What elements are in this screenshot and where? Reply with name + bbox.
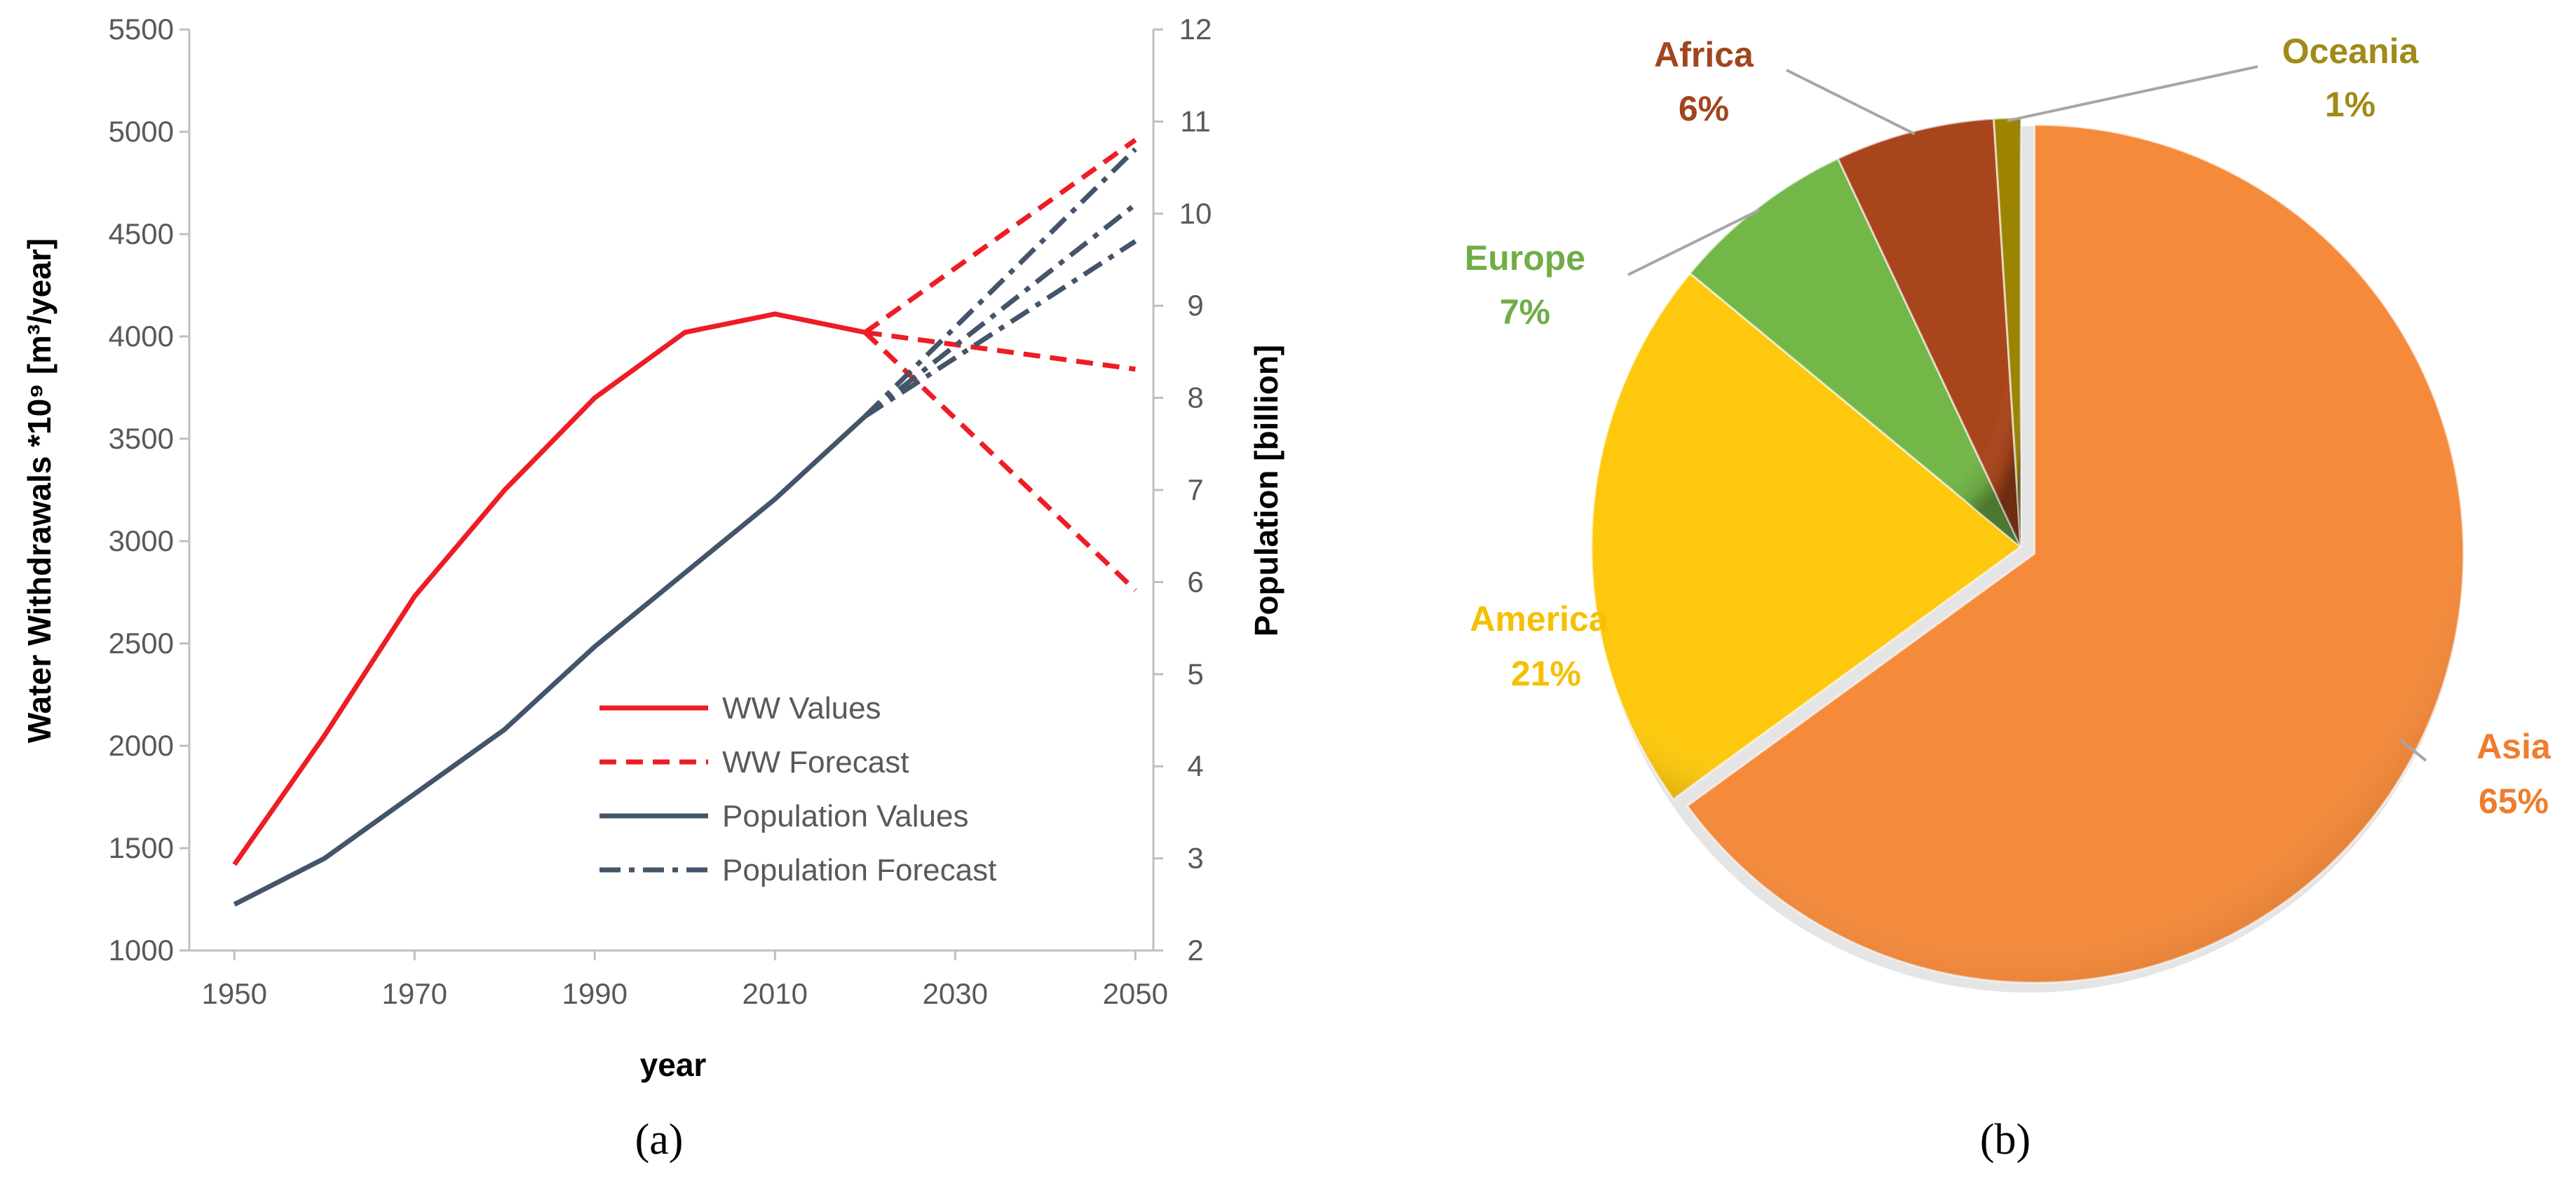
ww-forecast-line [863,137,1137,335]
left-tick-label: 3500 [109,422,174,455]
x-tick-label: 2050 [1103,977,1168,1010]
x-tick-label: 2010 [743,977,808,1010]
pie-slice-shade-asia [1687,125,2464,983]
x-tick-label: 1990 [562,977,628,1010]
ww-forecast-line [863,330,1137,592]
right-tick-label: 10 [1179,197,1212,230]
legend-label: Population Forecast [722,853,996,887]
right-y-axis-title: Population [billion] [1248,345,1284,636]
x-tick-label: 2030 [923,977,988,1010]
pie-label-pct-europe: 7% [1500,292,1550,332]
left-tick-label: 5000 [109,115,174,148]
pie-label-name-asia: Asia [2476,727,2551,766]
legend-label: WW Forecast [722,745,909,779]
pie-slice-shade-europe [1690,158,2021,547]
left-tick-label: 4500 [109,217,174,250]
leader-line-africa [1786,69,1916,135]
pie-label-pct-oceania: 1% [2325,85,2375,124]
pie-slice-shade-africa [1838,118,2021,547]
legend-label: Population Values [722,799,968,833]
right-tick-label: 11 [1180,104,1211,137]
right-tick-label: 9 [1187,289,1203,322]
panel-label-b: (b) [1980,1116,2031,1164]
pie-label-name-oceania: Oceania [2282,32,2420,71]
right-tick-label: 4 [1187,749,1203,782]
x-axis-title: year [640,1047,707,1083]
left-tick-label: 5500 [109,13,174,46]
pie-slice-shade-oceania [1993,117,2021,547]
population-forecast-line [863,202,1137,418]
ww-forecast-line [865,329,1136,372]
pie-label-pct-africa: 6% [1679,89,1729,128]
population-forecast-line [863,147,1137,418]
right-tick-label: 7 [1187,473,1203,506]
leader-line-asia [2399,739,2427,762]
pie-slice-shade-america [1591,273,2021,799]
left-tick-label: 2000 [109,729,174,762]
left-tick-label: 1000 [109,934,174,967]
pie-label-name-africa: Africa [1654,35,1754,74]
pie-label-pct-america: 21% [1511,654,1581,693]
legend-label: WW Values [722,691,881,725]
leader-line-europe [1627,208,1761,276]
panel-label-a: (a) [635,1116,684,1164]
right-tick-label: 2 [1187,934,1203,967]
left-tick-label: 3000 [109,524,174,557]
leader-line-oceania [2007,65,2258,123]
right-tick-label: 6 [1187,565,1203,598]
x-tick-label: 1950 [202,977,267,1010]
pie-label-pct-asia: 65% [2479,782,2549,821]
x-tick-label: 1970 [382,977,447,1010]
left-tick-label: 1500 [109,831,174,864]
line-chart-panel: 1000 1500 2000 2500 3000 3500 4000 4500 5000 5500… [21,13,1284,1164]
population-forecast-line [863,239,1137,418]
right-tick-label: 8 [1187,381,1203,414]
population-values-line [233,414,867,907]
left-y-axis-title: Water Withdrawals *10⁹ [m³/year] [21,238,57,743]
left-tick-label: 4000 [109,320,174,353]
pie-chart-panel: Asia 65% America 21% Europe 7% Africa 6% Oceania… [1465,32,2551,1164]
pie-label-name-europe: Europe [1465,238,1585,278]
left-tick-label: 2500 [109,627,174,660]
right-tick-label: 5 [1187,657,1203,690]
ww-values-line [232,311,866,866]
right-tick-label: 12 [1179,13,1212,46]
pie-label-name-america: America [1470,599,1609,639]
right-tick-label: 3 [1187,842,1203,875]
